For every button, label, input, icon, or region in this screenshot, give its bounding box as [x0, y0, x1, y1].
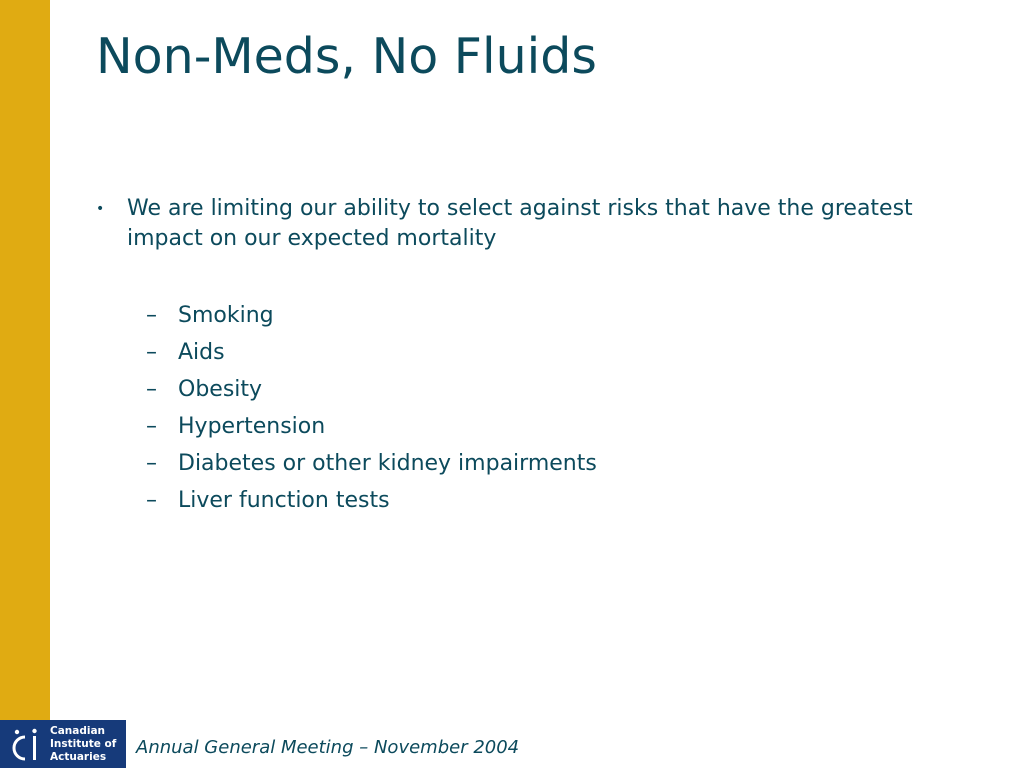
sub-marker: –	[146, 488, 157, 513]
cia-logo: Canadian Institute of Actuaries	[0, 720, 126, 768]
logo-line-3: Actuaries	[50, 751, 107, 763]
sub-item: – Smoking	[146, 297, 597, 334]
sub-item: – Hypertension	[146, 408, 597, 445]
sub-item-text: Hypertension	[178, 414, 326, 439]
sub-item: – Obesity	[146, 371, 597, 408]
sub-marker: –	[146, 340, 157, 365]
sub-item-text: Diabetes or other kidney impairments	[178, 451, 597, 476]
cia-logo-text: Canadian Institute of Actuaries	[50, 725, 116, 764]
bullet-marker: •	[96, 201, 105, 217]
accent-bar	[0, 0, 50, 768]
sub-item: – Diabetes or other kidney impairments	[146, 445, 597, 482]
slide-title: Non-Meds, No Fluids	[96, 28, 597, 85]
sub-list: – Smoking – Aids – Obesity – Hypertensio…	[146, 297, 597, 519]
sub-marker: –	[146, 414, 157, 439]
sub-item: – Aids	[146, 334, 597, 371]
logo-line-2: Institute of	[50, 738, 117, 750]
bullet-text: We are limiting our ability to select ag…	[127, 196, 913, 251]
sub-marker: –	[146, 451, 157, 476]
logo-line-1: Canadian	[50, 725, 106, 737]
bullet-item: • We are limiting our ability to select …	[96, 194, 976, 254]
footer-text: Annual General Meeting – November 2004	[136, 737, 520, 758]
sub-marker: –	[146, 377, 157, 402]
sub-item-text: Smoking	[178, 303, 274, 328]
bullet-block: • We are limiting our ability to select …	[96, 194, 976, 254]
sub-item-text: Aids	[178, 340, 225, 365]
sub-item: – Liver function tests	[146, 482, 597, 519]
cia-logo-mark-icon	[12, 728, 37, 761]
sub-item-text: Liver function tests	[178, 488, 390, 513]
sub-marker: –	[146, 303, 157, 328]
sub-item-text: Obesity	[178, 377, 263, 402]
